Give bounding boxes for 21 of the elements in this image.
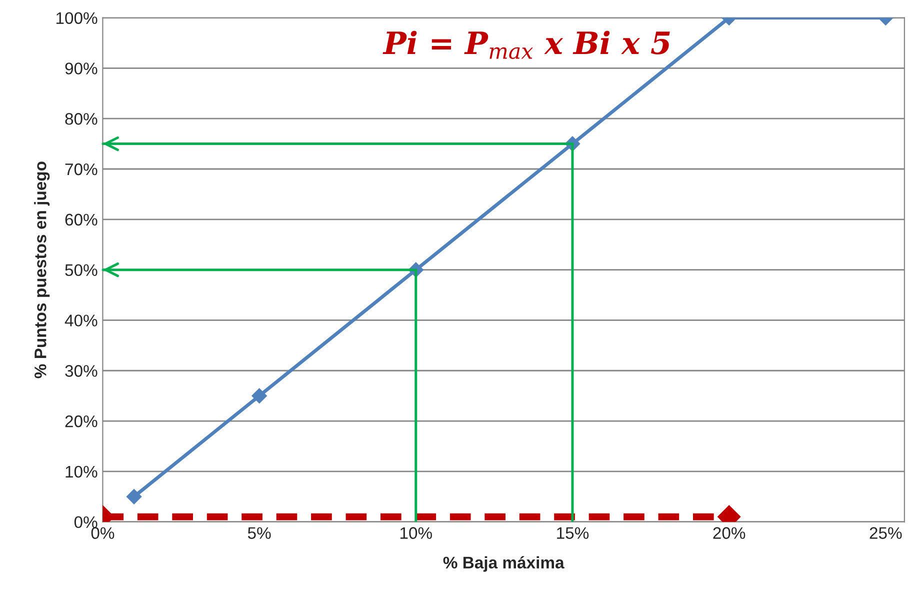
y-tick-label: 100% (56, 12, 98, 24)
point (252, 388, 267, 404)
x-tick-label: 25% (870, 527, 902, 539)
y-tick-label: 80% (65, 113, 98, 125)
y-axis-title: % Puntos puestos en juego (34, 162, 50, 378)
x-tick-label: 20% (713, 527, 746, 539)
y-tick-label: 40% (64, 314, 98, 326)
y-tick-label: 70% (65, 163, 98, 176)
y-tick-label: 30% (65, 365, 98, 377)
x-tick-label: 5% (248, 527, 271, 539)
x-tick-label: 0% (91, 527, 114, 539)
y-tick-label: 90% (65, 62, 98, 74)
x-tick-label: 10% (400, 527, 432, 539)
y-tick-label: 20% (65, 415, 98, 428)
y-tick-label: 0% (74, 516, 98, 528)
x-axis-title: % Baja máxima (443, 556, 564, 572)
x-tick-label: 15% (557, 527, 589, 539)
y-tick-label: 50% (65, 264, 98, 276)
y-tick-label: 60% (65, 214, 98, 226)
y-tick-label: 10% (66, 466, 98, 478)
annotation: Pi = P$_{max}$ x Bi x 5 (382, 30, 670, 59)
